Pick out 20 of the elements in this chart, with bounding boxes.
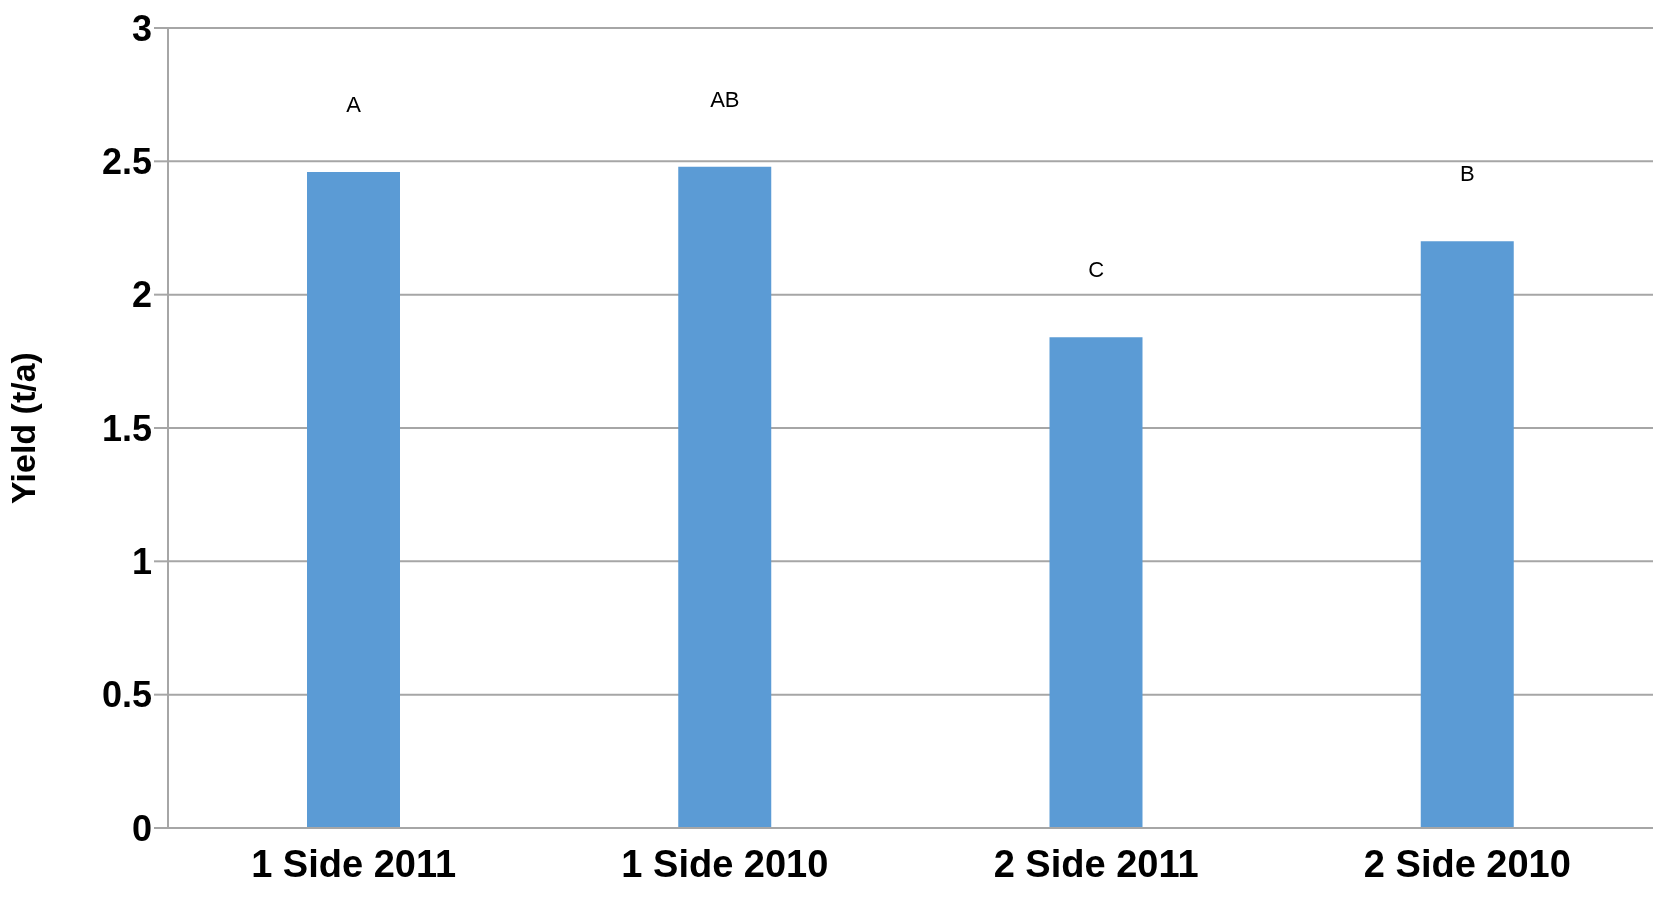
annotation: A bbox=[346, 92, 362, 117]
annotation: C bbox=[1088, 257, 1105, 283]
y-tick-label: 3 bbox=[131, 7, 152, 49]
x-tick-label: 1 Side 2011 bbox=[251, 842, 457, 885]
bar bbox=[1420, 241, 1514, 828]
annotation: AB bbox=[710, 86, 740, 112]
x-tick-label: 1 Side 2010 bbox=[621, 842, 829, 885]
x-tick-label: 2 Side 2010 bbox=[1363, 842, 1571, 885]
x-tick-label: 2 Side 2011 bbox=[993, 842, 1199, 885]
y-axis-title: Yield (t/a) bbox=[4, 352, 43, 504]
bar bbox=[307, 172, 400, 828]
y-tick-label: 0.5 bbox=[101, 674, 152, 716]
y-tick-label: 2.5 bbox=[101, 141, 152, 183]
bar bbox=[1049, 337, 1143, 828]
y-tick-label: 1 bbox=[131, 541, 152, 583]
bar bbox=[678, 166, 772, 828]
y-tick-label: 2 bbox=[131, 274, 152, 316]
annotation: B bbox=[1460, 161, 1475, 187]
y-tick-label: 1.5 bbox=[101, 407, 152, 449]
y-tick-label: 0 bbox=[131, 807, 152, 849]
